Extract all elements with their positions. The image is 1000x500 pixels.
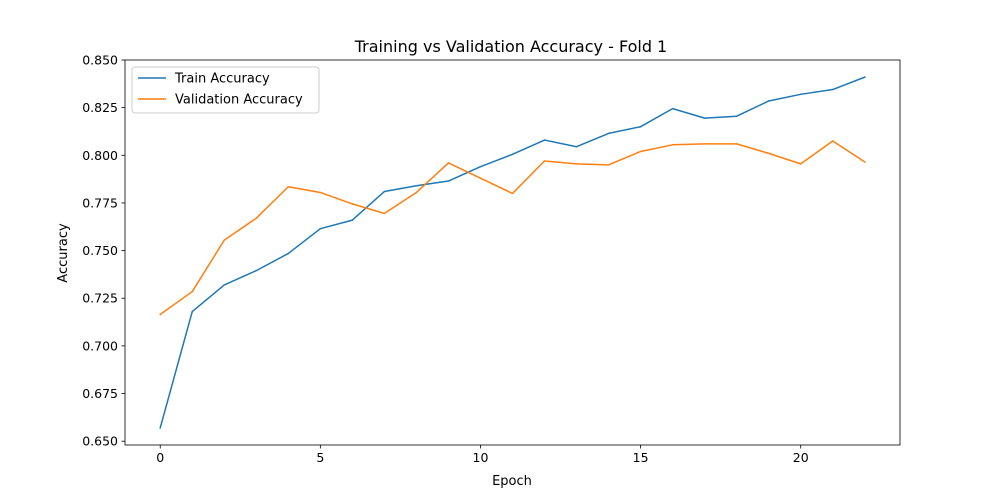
- data-point: [351, 219, 354, 221]
- y-tick-label: 0.675: [82, 386, 118, 401]
- x-tick-label: 0: [156, 450, 164, 465]
- data-point: [735, 143, 738, 145]
- data-point: [479, 177, 482, 179]
- data-point: [287, 252, 290, 255]
- x-tick-label: 10: [473, 450, 489, 465]
- series-line-train: [159, 76, 866, 429]
- data-point: [191, 310, 194, 313]
- data-point: [319, 191, 322, 194]
- data-point: [864, 76, 866, 78]
- y-axis-label: Accuracy: [56, 223, 71, 283]
- data-point: [383, 212, 386, 215]
- data-point: [319, 227, 322, 230]
- y-tick-label: 0.650: [82, 434, 118, 449]
- data-point: [511, 192, 514, 195]
- data-point: [383, 190, 386, 193]
- data-point: [607, 164, 610, 166]
- data-point: [223, 239, 226, 241]
- x-axis-label: Epoch: [492, 474, 532, 489]
- x-tick-label: 15: [633, 450, 649, 465]
- data-point: [799, 163, 802, 165]
- y-tick-label: 0.800: [82, 148, 118, 163]
- data-point: [703, 117, 706, 119]
- data-point: [607, 132, 610, 135]
- legend-label: Validation Accuracy: [175, 93, 303, 108]
- data-point: [767, 100, 770, 102]
- data-point: [831, 88, 834, 91]
- data-point: [159, 313, 161, 316]
- data-point: [255, 217, 258, 219]
- x-tick-label: 20: [793, 450, 809, 465]
- data-point: [479, 165, 482, 168]
- axes-frame: [124, 59, 901, 446]
- y-tick-label: 0.725: [82, 291, 118, 306]
- data-point: [864, 161, 866, 163]
- data-point: [639, 125, 642, 128]
- legend-box: [131, 66, 320, 114]
- data-point: [575, 145, 578, 148]
- data-point: [287, 185, 290, 188]
- data-point: [415, 191, 418, 194]
- y-tick-label: 0.850: [82, 53, 118, 68]
- y-tick-label: 0.825: [82, 100, 118, 115]
- y-tick-label: 0.750: [82, 243, 118, 258]
- data-point: [703, 143, 706, 145]
- y-tick-label: 0.775: [82, 195, 118, 210]
- data-point: [511, 153, 514, 156]
- data-point: [639, 150, 642, 153]
- data-point: [447, 180, 450, 182]
- data-point: [191, 290, 194, 293]
- y-tick-label: 0.700: [82, 338, 118, 353]
- data-point: [671, 107, 674, 110]
- data-point: [767, 152, 770, 155]
- legend-label: Train Accuracy: [174, 72, 270, 87]
- chart-title: Training vs Validation Accuracy - Fold 1: [354, 37, 667, 56]
- data-point: [543, 160, 546, 162]
- data-point: [735, 115, 738, 117]
- data-point: [447, 162, 450, 164]
- data-point: [831, 140, 834, 142]
- plot-area: 0 5 10 15 20 0.650 0.675 0.700 0.725 0.750 0.775 0.…: [82, 53, 901, 465]
- data-point: [159, 427, 161, 429]
- data-point: [799, 93, 802, 96]
- x-tick-label: 5: [316, 450, 324, 465]
- data-point: [543, 139, 546, 141]
- data-point: [351, 203, 354, 205]
- data-point: [575, 163, 578, 165]
- data-point: [671, 144, 674, 146]
- data-point: [415, 185, 418, 187]
- series-line-validation: [159, 140, 866, 316]
- data-point: [223, 284, 226, 286]
- data-point: [255, 269, 258, 272]
